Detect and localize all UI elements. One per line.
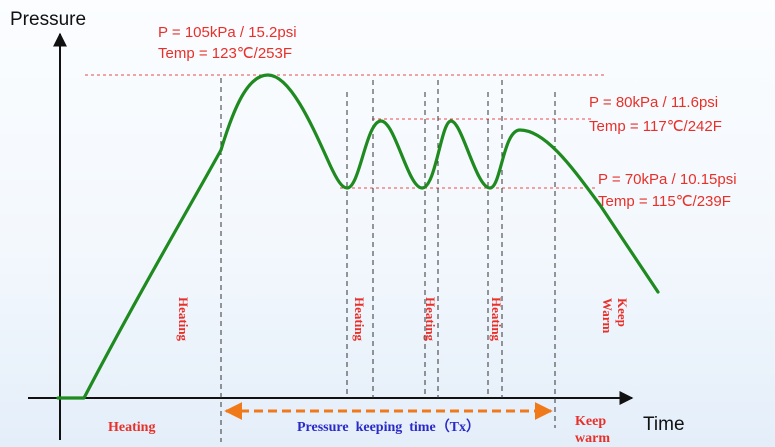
bottom-label-heating: Heating bbox=[108, 420, 155, 435]
pressure-curve bbox=[56, 73, 660, 400]
phase-label-keep-warm: KeepWarm bbox=[600, 298, 630, 334]
y-axis-label: Pressure bbox=[10, 9, 86, 30]
keep-warm-word: Keep bbox=[615, 298, 630, 327]
phase-label-heating-4: Heating bbox=[489, 297, 504, 342]
keep-warm-word: Warm bbox=[600, 298, 615, 334]
x-axis-label: Time bbox=[643, 414, 685, 435]
peak1-pressure-label: P = 105kPa / 15.2psi bbox=[158, 24, 297, 41]
phase-dividers bbox=[220, 78, 556, 442]
low-temp-label: Temp = 115℃/239F bbox=[598, 193, 731, 210]
phase-label-heating-2: Heating bbox=[352, 297, 367, 342]
low-pressure-label: P = 70kPa / 10.15psi bbox=[598, 171, 737, 188]
bottom-label-keep: Keep bbox=[575, 414, 606, 429]
bottom-label-pressure-keeping: Pressure keeping time（Tx） bbox=[297, 419, 480, 435]
peak2-temp-label: Temp = 117℃/242F bbox=[589, 118, 722, 135]
peak2-pressure-label: P = 80kPa / 11.6psi bbox=[589, 94, 718, 111]
bottom-label-warm: warm bbox=[575, 431, 610, 446]
keep-warm-vertical-text: KeepWarm bbox=[600, 298, 630, 334]
peak1-temp-label: Temp = 123℃/253F bbox=[158, 45, 292, 62]
phase-label-heating-1: Heating bbox=[176, 297, 191, 342]
phase-label-heating-3: Heating bbox=[423, 297, 438, 342]
